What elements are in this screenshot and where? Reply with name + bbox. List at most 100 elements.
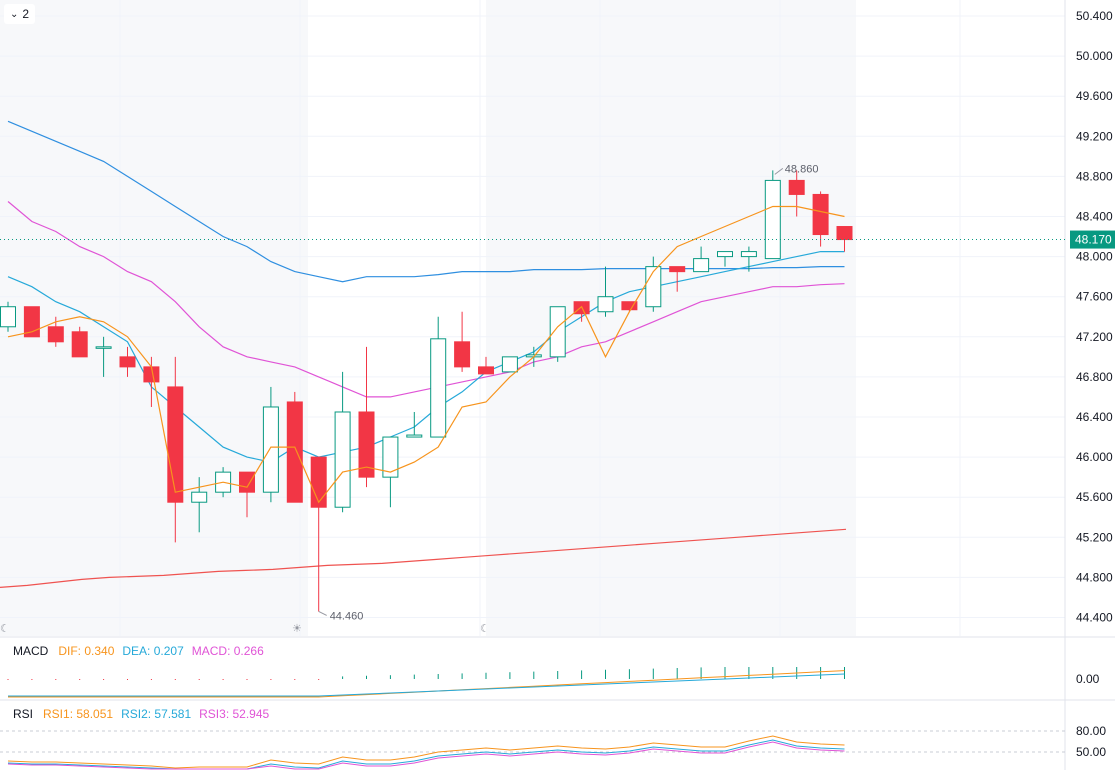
price-tick-label: 44.400 xyxy=(1076,611,1113,625)
candle xyxy=(239,471,255,518)
price-tick-label: 45.200 xyxy=(1076,530,1113,544)
price-tick-label: 47.200 xyxy=(1076,330,1113,344)
candle xyxy=(406,411,423,438)
macd-dif-line xyxy=(8,670,845,698)
candle-body xyxy=(167,386,184,503)
candle-body xyxy=(239,471,255,493)
price-tick-label: 45.600 xyxy=(1076,490,1113,504)
candle-body xyxy=(191,491,208,503)
candle-body xyxy=(71,331,88,358)
candle xyxy=(119,346,136,377)
candle-body xyxy=(358,411,375,478)
price-tick-label: 48.000 xyxy=(1076,250,1113,264)
candle xyxy=(478,356,494,375)
candle xyxy=(454,311,471,372)
candle-body xyxy=(788,179,805,195)
price-tick-label: 44.800 xyxy=(1076,570,1113,584)
candle xyxy=(669,266,686,292)
price-tick-label: 46.800 xyxy=(1076,370,1113,384)
sun-icon: ☀ xyxy=(292,622,302,635)
candle-body xyxy=(693,258,710,273)
candle xyxy=(788,170,805,217)
moon-icon: ☾ xyxy=(0,622,10,635)
chevron-down-icon: ⌄ xyxy=(10,8,19,20)
candle-body xyxy=(501,356,518,373)
candle-body xyxy=(334,411,351,508)
low-leader xyxy=(318,611,327,616)
rsi-title: RSI xyxy=(13,707,34,721)
candle-body xyxy=(621,301,638,311)
candle xyxy=(812,191,829,247)
price-tick-label: 49.600 xyxy=(1076,89,1113,103)
candle-body xyxy=(310,456,327,508)
macd-axis-tick: 0.00 xyxy=(1076,672,1100,686)
rsi-axis-tick: 80.00 xyxy=(1076,724,1106,738)
candle xyxy=(262,386,279,503)
low-price-label: 44.460 xyxy=(330,610,364,622)
candle xyxy=(621,301,638,312)
rsi3-label: RSI3: 52.945 xyxy=(199,707,270,721)
session-shade xyxy=(0,0,308,636)
ma-line-fast xyxy=(7,205,845,504)
price-tick-label: 46.400 xyxy=(1076,410,1113,424)
price-tick-label: 50.400 xyxy=(1076,9,1113,23)
candle xyxy=(23,306,40,338)
macd-hist-label: MACD: 0.266 xyxy=(191,644,264,658)
high-price-label: 48.860 xyxy=(785,163,819,175)
candle xyxy=(501,356,518,373)
candle xyxy=(310,456,327,612)
candle-body xyxy=(717,251,733,258)
candle-body xyxy=(740,251,757,258)
candle-body xyxy=(382,436,399,478)
candle-body xyxy=(812,193,829,236)
macd-legend: MACD DIF: 0.340 DEA: 0.207 MACD: 0.266 xyxy=(13,644,264,658)
macd-dif-label: DIF: 0.340 xyxy=(58,644,115,658)
price-tick-label: 48.800 xyxy=(1076,169,1113,183)
rsi2-line xyxy=(7,739,845,770)
macd-dea-line xyxy=(8,673,845,697)
candle xyxy=(71,326,88,358)
candle-body xyxy=(549,306,566,358)
candle xyxy=(286,391,303,503)
candle-body xyxy=(430,338,447,438)
candle xyxy=(95,336,112,377)
candle-body xyxy=(47,326,64,343)
candle xyxy=(597,266,614,317)
macd-dea-label: DEA: 0.207 xyxy=(122,644,184,658)
candle-body xyxy=(645,266,662,308)
indicator-toggle[interactable]: ⌄ 2 xyxy=(4,4,36,24)
last-price-tag-label: 48.170 xyxy=(1075,233,1112,247)
candle xyxy=(334,371,351,513)
rsi1-label: RSI1: 58.051 xyxy=(43,707,114,721)
candle xyxy=(191,477,208,533)
candle xyxy=(740,246,757,272)
candle xyxy=(645,256,662,312)
last-price-tag xyxy=(1070,230,1115,249)
candle xyxy=(717,251,733,267)
rsi1-line xyxy=(7,735,845,769)
macd-title: MACD xyxy=(13,644,49,658)
candle-body xyxy=(597,296,614,313)
indicator-count: 2 xyxy=(22,7,30,21)
candle-body xyxy=(262,406,279,493)
price-tick-label: 49.200 xyxy=(1076,129,1113,143)
rsi-axis-tick: 50.00 xyxy=(1076,745,1106,759)
candle xyxy=(764,170,781,260)
candle-body xyxy=(286,401,303,503)
candle xyxy=(430,316,447,438)
candle-body xyxy=(95,346,112,349)
candle-body xyxy=(764,179,781,260)
ma-line-3 xyxy=(7,201,845,398)
candle xyxy=(549,306,566,362)
candle-body xyxy=(836,226,853,241)
price-tick-label: 48.400 xyxy=(1076,210,1113,224)
candle-body xyxy=(669,266,686,273)
candle xyxy=(693,246,710,273)
price-tick-label: 50.000 xyxy=(1076,49,1113,63)
candle xyxy=(0,301,16,332)
rsi2-label: RSI2: 57.581 xyxy=(121,707,192,721)
high-leader xyxy=(774,167,784,175)
ma-line-5 xyxy=(0,528,847,588)
